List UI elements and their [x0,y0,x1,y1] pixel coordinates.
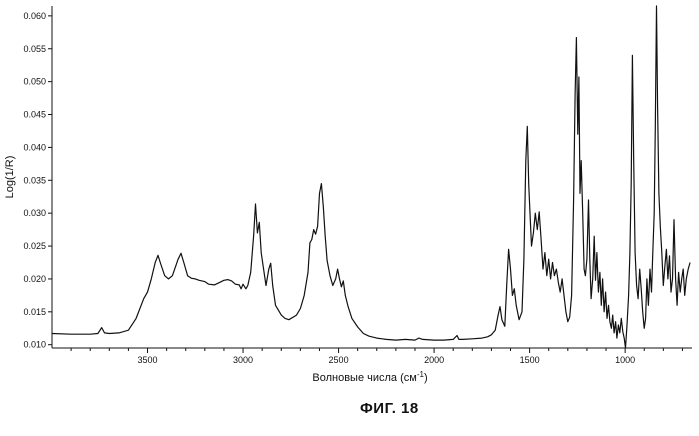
x-tick-label: 2500 [329,355,349,365]
y-tick-label: 0.040 [23,142,46,152]
series-group [52,6,690,348]
y-tick-label: 0.020 [23,274,46,284]
x-tick-label: 1000 [615,355,635,365]
x-tick-label: 3000 [233,355,253,365]
x-tick-label: 2000 [424,355,444,365]
y-tick-label: 0.060 [23,11,46,21]
y-tick-label: 0.035 [23,175,46,185]
figure-caption: ФИГ. 18 [360,400,419,417]
x-tick-label: 1500 [520,355,540,365]
y-tick-label: 0.030 [23,208,46,218]
y-axis-title: Log(1/R) [4,156,16,199]
x-axis: 3500 3000 2500 2000 1500 1000 [71,348,682,365]
y-tick-label: 0.050 [23,77,46,87]
y-tick-label: 0.010 [23,340,46,350]
x-axis-title-main: Волновые числа (см [312,372,416,384]
x-axis-title-end: ) [424,372,428,384]
y-tick-label: 0.015 [23,307,46,317]
y-tick-label: 0.055 [23,44,46,54]
y-tick-label: 0.045 [23,110,46,120]
x-axis-title: Волновые числа (см-1) [312,370,427,384]
y-axis: 0.010 0.015 0.020 0.025 0.030 0.035 0.040 0.045… [23,11,52,350]
spectrum-line [52,6,690,348]
y-tick-label: 0.025 [23,241,46,251]
x-tick-label: 3500 [138,355,158,365]
